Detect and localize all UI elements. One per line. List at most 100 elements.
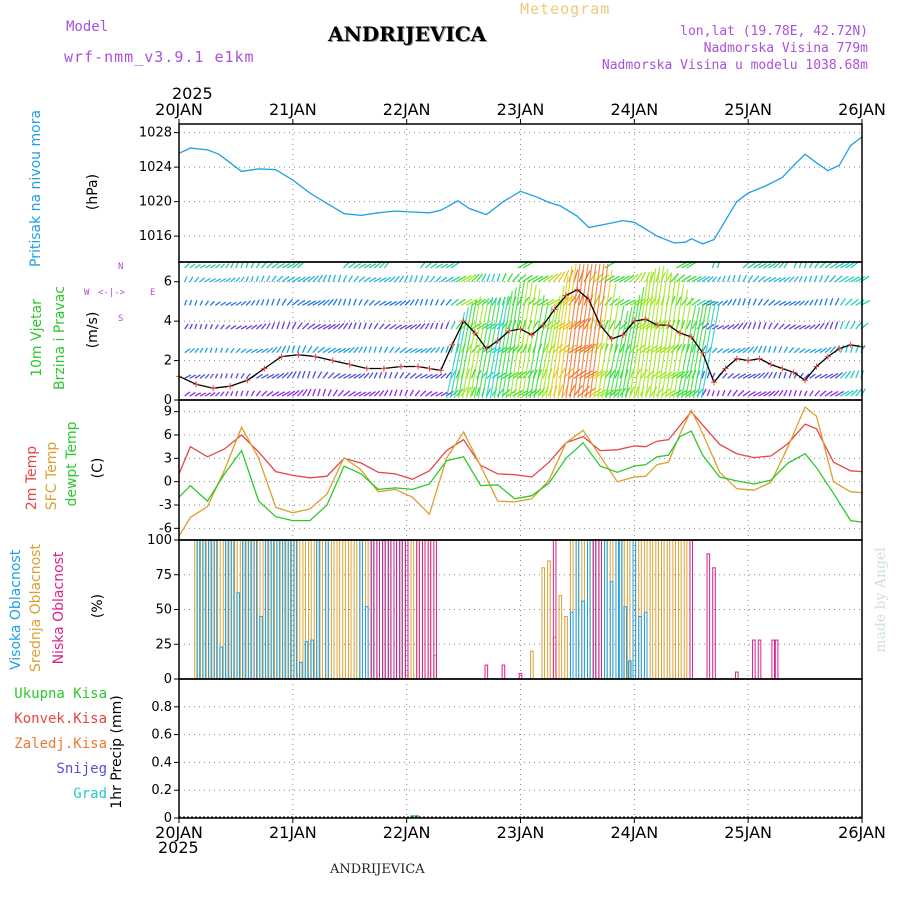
wind-arrow [804,348,811,354]
wind-arrow [814,390,821,397]
year-bottom: 2025 [158,838,199,857]
wind-arrow [732,373,741,379]
wind-arrow [525,295,545,399]
wind-arrow [686,275,697,283]
wind-arrow [722,372,728,379]
wind-arrow [537,303,557,399]
low-cloud-bar [598,539,602,680]
wind-arrow [332,298,338,306]
wind-arrow [783,346,789,354]
wind-arrow [849,344,854,353]
high-cloud-bar [643,611,648,680]
wind-gust-marker [699,349,706,356]
compass-south: S [118,314,124,324]
y-tick-label: 0 [164,672,172,687]
high-cloud-bar [219,646,223,680]
wind-arrow [788,324,797,330]
wind-arrow [798,300,806,306]
legend-frozen-rain: Zaledj.Kisa [14,736,107,752]
wind-arrow [378,262,386,269]
wind-gust-marker [551,306,558,313]
wind-arrow [716,276,722,283]
wind-arrow [655,387,664,397]
wind-arrow [373,277,382,283]
wind-arrow [629,273,639,283]
wind-arrow [358,322,362,330]
wind-arrow [235,348,241,354]
wind-arrow [512,273,520,283]
wind-gust-marker [722,365,729,372]
wind-arrow [399,372,405,379]
wind-gust-marker [665,322,672,329]
mid-cloud-bar [626,539,631,680]
wind-arrow [276,345,282,354]
wind-arrow [509,279,529,399]
wind-arrow [768,276,777,283]
wind-arrow [291,390,300,397]
mid-cloud-bar [660,539,665,680]
wind-arrow [425,347,432,354]
wind-arrow [291,276,301,283]
wind-gust-marker [790,369,797,376]
wind-arrow [722,299,729,306]
wind-arrow [855,299,865,306]
wind-arrow [419,390,427,397]
wind-arrow [481,299,501,399]
wind-arrow [563,321,577,330]
wind-arrow [379,277,387,283]
wind-gust-marker [483,345,490,352]
wind-arrow [696,300,717,399]
wind-arrow [394,347,401,354]
wind-arrow [635,297,646,306]
mid-cloud-bar [336,539,341,680]
wind-arrow [250,275,254,282]
wind-arrow [686,261,697,269]
wind-arrow [235,301,242,306]
wind-arrow [409,323,418,330]
wind-arrow [757,321,762,330]
wind-arrow [348,262,356,269]
wind-arrow [533,306,553,399]
wind-arrow [368,346,372,353]
wind-arrow [271,346,278,354]
wind-arrow [829,297,834,306]
wind-arrow [609,320,615,330]
wind-arrow [604,275,615,283]
low-cloud-bar [712,567,716,680]
wind-arrow [501,283,521,399]
wind-arrow [399,300,407,306]
wind-arrow [435,299,439,306]
y-tick-label: 0 [164,475,172,490]
wind-arrow [696,299,706,306]
wind-arrow [199,277,206,283]
wind-arrow [537,275,549,283]
wind-arrow [809,348,817,354]
wind-arrow [819,298,823,306]
wind-arrow [855,370,860,379]
wind-arrow [469,297,490,399]
wind-arrow [332,323,341,330]
wind-arrow [378,371,383,379]
x-tick-label-bottom: 23JAN [497,823,545,842]
wind-gust-marker [711,379,718,386]
wind-arrow [271,373,280,379]
wind-arrow [419,275,424,282]
wind-arrow [634,386,640,397]
y-tick-label: 0.4 [151,755,172,770]
wind-arrow [363,391,372,397]
y-tick-label: -6 [159,521,172,536]
high-cloud-bar [293,539,297,680]
wind-arrow [225,391,229,397]
wind-arrow [609,310,629,399]
wind-arrow [501,296,506,306]
wind-gust-marker [779,365,786,372]
compass-north: N [118,262,124,272]
wind-gust-marker [619,331,626,338]
high-cloud-bar [359,539,363,680]
wind-arrow [199,347,204,354]
wind-arrow [624,274,635,283]
x-tick-label-bottom: 24JAN [610,823,658,842]
wind-arrow [383,389,389,397]
wind-arrow [261,347,269,354]
wind-arrow [747,298,752,306]
